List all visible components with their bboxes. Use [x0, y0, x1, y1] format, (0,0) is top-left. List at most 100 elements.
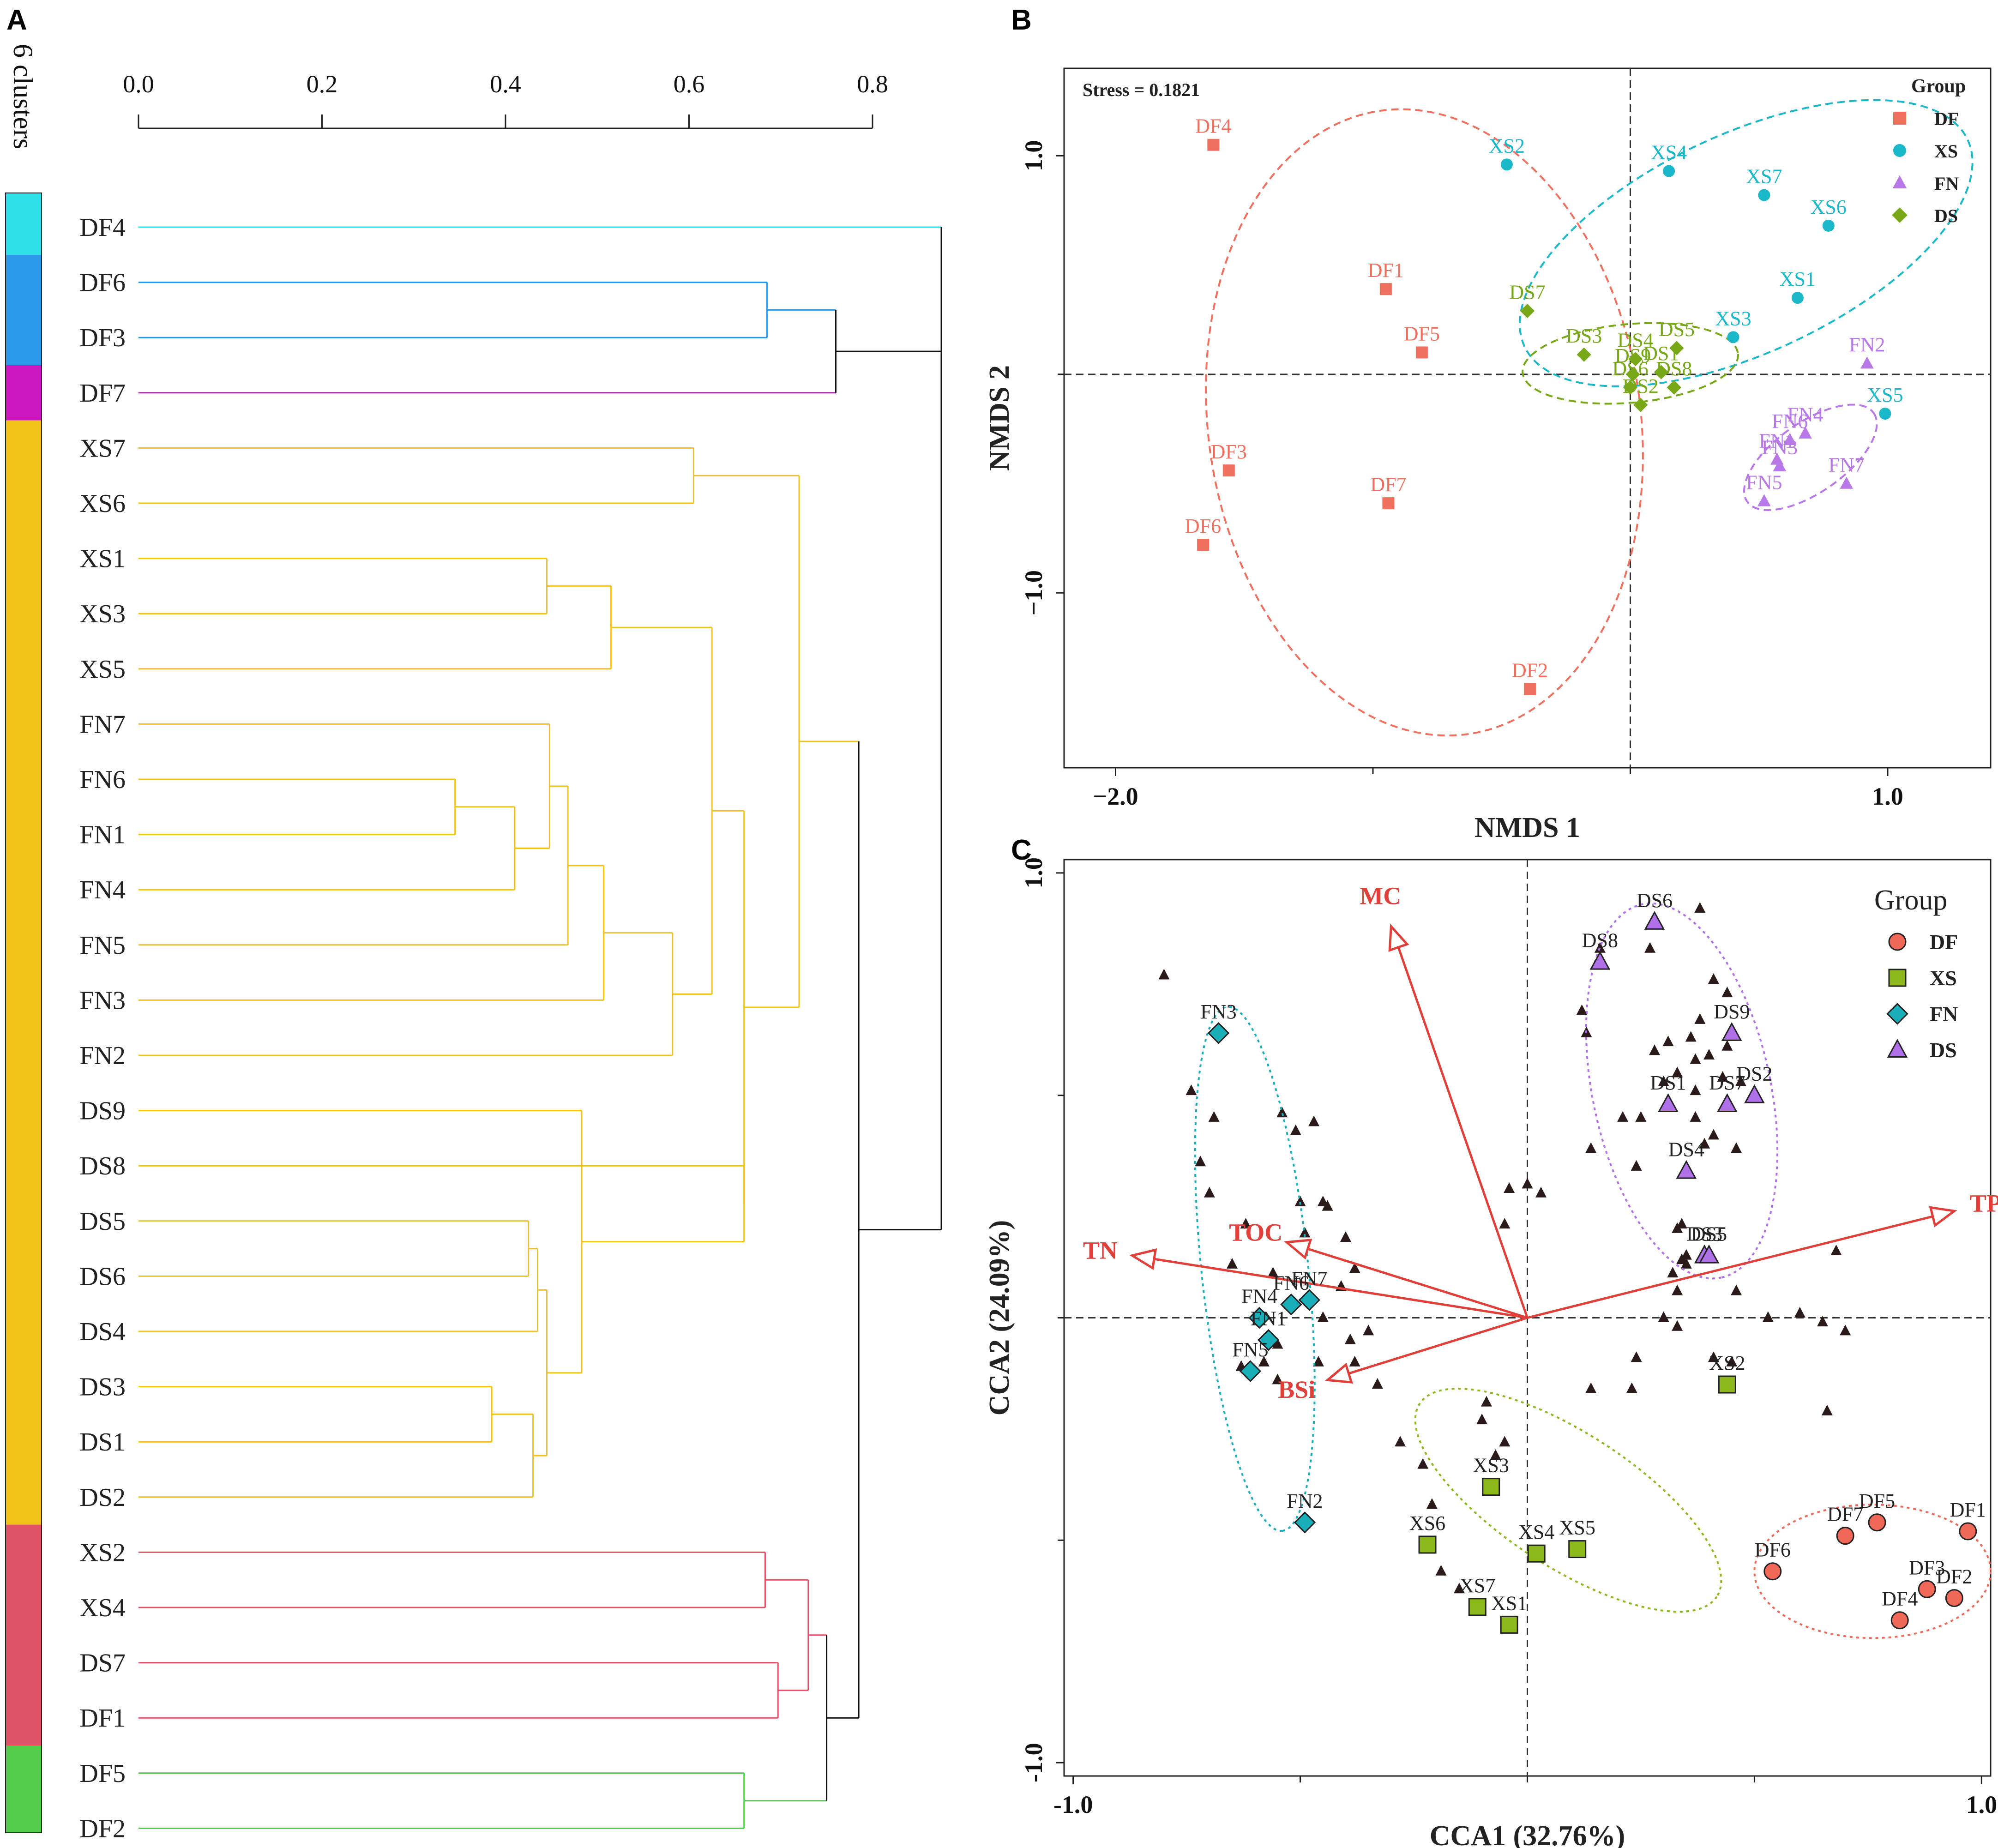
nmds-legend-marker: [1892, 175, 1907, 189]
group-ellipse: [1753, 1504, 1992, 1639]
cca-point-label: XS6: [1409, 1512, 1445, 1535]
species-point: [1694, 902, 1706, 913]
dendrogram-leaf-label: XS7: [79, 434, 126, 463]
nmds-point: [1791, 292, 1804, 304]
dendrogram-leaf-label: XS2: [79, 1538, 126, 1567]
species-point: [1576, 1004, 1588, 1015]
species-point: [1690, 1053, 1701, 1064]
species-point: [1626, 1382, 1637, 1393]
cca-point-label: DF6: [1755, 1539, 1791, 1561]
cca-point: [1239, 1360, 1262, 1382]
cca-point: [1418, 1535, 1437, 1554]
nmds-points: DF4 DF1 DF5 DF3 DF7 DF6 DF2 XS2 XS4 XS7 XS6 XS1 XS3 X…: [1185, 115, 1903, 695]
environment-vector: [1132, 1254, 1528, 1319]
species-point: [1694, 1013, 1706, 1024]
species-point: [1680, 1258, 1692, 1269]
cca-point-label: FN1: [1251, 1307, 1287, 1330]
cluster-color-block: [6, 193, 42, 255]
species-point: [1476, 1414, 1488, 1425]
nmds-point-label: DS8: [1656, 357, 1692, 380]
species-point: [1195, 1156, 1206, 1167]
species-point: [1158, 969, 1170, 980]
nmds-legend-marker: [1893, 112, 1906, 125]
panel-label-b: B: [1011, 4, 1032, 36]
species-point: [1344, 1333, 1356, 1344]
nmds-point-label: FN3: [1762, 436, 1798, 459]
dendrogram-leaf-label: FN3: [79, 986, 126, 1015]
cca-point: [1257, 1329, 1280, 1351]
nmds-point: [1197, 539, 1210, 551]
cca-point: [1658, 1093, 1679, 1113]
group-ellipse: [1743, 403, 1878, 511]
group-ellipse: [1194, 1005, 1316, 1532]
cca-point-label: XS5: [1559, 1517, 1595, 1539]
dendrogram-leaf-label: DS4: [79, 1318, 126, 1346]
cca-point-label: XS2: [1709, 1352, 1745, 1374]
species-point: [1821, 1404, 1833, 1415]
y-axis-tick-label: -1.0: [1020, 1743, 1047, 1782]
nmds-point-label: DS7: [1509, 281, 1545, 304]
nmds-point: [1669, 341, 1684, 355]
cca-point-label: XS1: [1491, 1592, 1527, 1614]
cca-point: [1836, 1527, 1854, 1545]
species-point: [1594, 942, 1606, 953]
environment-vector-label: TP: [1970, 1189, 1998, 1217]
cca-point-label: XS3: [1473, 1454, 1509, 1477]
environment-vector-arrowhead: [1929, 1206, 1957, 1228]
dendrogram-axis-tick-label: 0.4: [490, 70, 521, 98]
cca-species-points: [1158, 902, 1851, 1611]
species-point: [1363, 1324, 1374, 1336]
species-point: [1276, 1107, 1288, 1118]
dendrogram-leaf-label: DF5: [79, 1759, 126, 1788]
dendrogram-leaf-label: DS8: [79, 1152, 126, 1180]
cca-point-label: DS2: [1736, 1063, 1772, 1085]
species-point: [1731, 1142, 1742, 1153]
nmds-reference-lines: [1064, 68, 1991, 768]
y-axis-tick-label: −1.0: [1020, 570, 1047, 615]
species-point: [1585, 1382, 1597, 1393]
nmds-point: [1758, 189, 1770, 201]
nmds-point: [1382, 497, 1395, 510]
nmds-point: [1727, 331, 1739, 343]
y-axis-tick-label: 1.0: [1020, 140, 1047, 172]
cluster-bar-outline: [5, 193, 42, 1833]
cluster-color-block: [6, 365, 42, 421]
species-point: [1672, 1320, 1683, 1331]
cca-point: [1500, 1615, 1518, 1634]
cca-legend-marker: [1888, 969, 1907, 987]
nmds-plot-frame: [1063, 67, 1992, 769]
cca-point: [1468, 1598, 1486, 1616]
cca-legend-item: DF: [1930, 930, 1958, 954]
species-point: [1499, 1436, 1511, 1447]
species-point: [1735, 1075, 1746, 1086]
species-point: [1317, 1311, 1329, 1322]
species-point: [1453, 1583, 1465, 1594]
species-point: [1299, 1227, 1311, 1238]
dendrogram-leaf-label: XS6: [79, 489, 126, 518]
dendrogram-leaf-label: DS3: [79, 1373, 126, 1402]
cca-point-label: DS6: [1637, 889, 1673, 912]
species-point: [1672, 1284, 1683, 1295]
dendrogram-leaf-labels: DF4 DF6 DF3 DF7 XS7 XS6 XS1 XS3 XS5 FN7 FN6 FN1 FN4 F…: [79, 213, 126, 1843]
species-point: [1717, 1071, 1728, 1082]
nmds-point: [1799, 426, 1812, 439]
nmds-point: [1520, 303, 1535, 319]
nmds-point-label: DS4: [1618, 329, 1654, 352]
nmds-legend-marker: [1892, 207, 1908, 223]
nmds-point-label: XS7: [1746, 165, 1782, 188]
cluster-color-block: [6, 254, 42, 365]
environment-vector-label: TOC: [1229, 1219, 1282, 1246]
dendrogram-leaf-label: DF7: [79, 379, 126, 408]
cca-legend-marker: [1888, 933, 1907, 951]
species-point: [1690, 1084, 1701, 1096]
cca-point: [1918, 1580, 1936, 1598]
x-axis-tick-label: -1.0: [1053, 1791, 1093, 1818]
group-ellipse: [1414, 1387, 1722, 1613]
cca-legend-title: Group: [1874, 885, 1947, 916]
nmds-legend-item: DF: [1934, 108, 1959, 129]
species-point: [1522, 1178, 1533, 1189]
cluster-color-block: [6, 420, 42, 1525]
species-point: [1312, 1355, 1324, 1366]
nmds-point-label: FN6: [1772, 410, 1808, 433]
species-point: [1685, 1031, 1697, 1042]
